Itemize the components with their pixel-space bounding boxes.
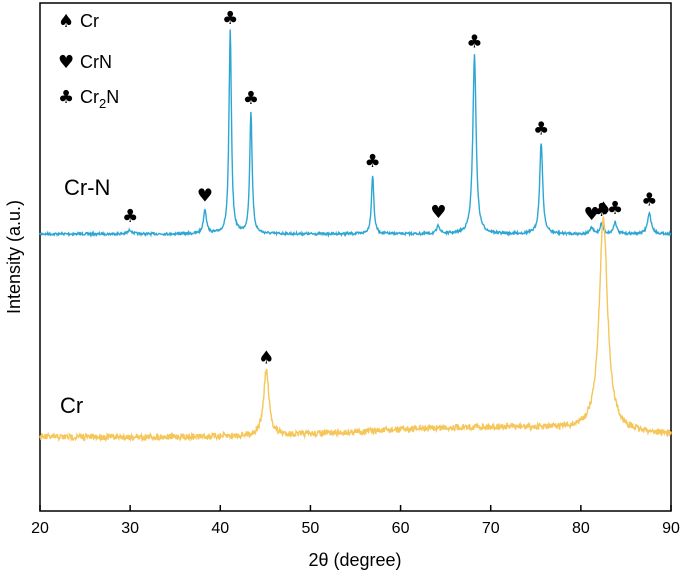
peak-marker-icon: ♣ <box>243 88 259 109</box>
peak-marker-icon: ♣ <box>466 31 482 52</box>
legend-label-cr2n-base: Cr <box>80 87 99 107</box>
legend-spade-icon: ♠ <box>58 11 74 32</box>
peak-marker-icon: ♥ <box>584 204 600 225</box>
peak-marker-icon: ♣ <box>122 206 138 227</box>
peak-marker-icon: ♣ <box>222 8 238 29</box>
series-line-1 <box>39 216 672 443</box>
x-axis-label: 2θ (degree) <box>308 550 401 570</box>
peak-marker-icon: ♣ <box>641 190 657 211</box>
x-tick-label: 40 <box>211 520 229 537</box>
x-tick-label: 50 <box>302 520 320 537</box>
series-label-cr-n: Cr-N <box>64 175 110 200</box>
peak-marker-icon: ♠ <box>258 347 274 368</box>
legend-label-cr2n-suffix: N <box>106 87 119 107</box>
peak-marker-icon: ♣ <box>533 119 549 140</box>
x-tick-label: 90 <box>662 520 680 537</box>
legend-label-cr2n: Cr2N <box>80 87 119 111</box>
peak-marker-icon: ♣ <box>365 151 381 172</box>
peak-marker-icon: ♠ <box>595 198 611 219</box>
x-tick-label: 20 <box>31 520 49 537</box>
legend-label-cr: Cr <box>80 11 99 31</box>
plot-frame <box>39 2 672 512</box>
legend-heart-icon: ♥ <box>58 52 74 73</box>
legend: ♠ Cr ♥ CrN ♣ Cr2N <box>58 11 119 111</box>
series-label-cr: Cr <box>60 393 83 418</box>
peak-marker-icon: ♥ <box>430 202 446 223</box>
peak-markers: ♣♥♣♣♣♥♣♣♥♣♣ ♣♠♠ <box>122 8 657 368</box>
x-axis-ticks: 20 30 40 50 60 70 80 90 <box>31 505 680 537</box>
peak-marker-icon: ♣ <box>594 200 610 221</box>
x-tick-label: 70 <box>482 520 500 537</box>
peak-marker-icon: ♣ <box>607 198 623 219</box>
curves-layer <box>39 29 672 443</box>
legend-label-cr2n-sub: 2 <box>99 96 106 111</box>
x-tick-label: 60 <box>392 520 410 537</box>
peak-marker-icon: ♥ <box>197 186 213 207</box>
y-axis-label: Intensity (a.u.) <box>4 200 24 314</box>
x-tick-label: 30 <box>121 520 139 537</box>
legend-label-crn: CrN <box>80 52 112 72</box>
series-line-0 <box>39 29 672 238</box>
x-tick-label: 80 <box>572 520 590 537</box>
legend-club-icon: ♣ <box>58 87 74 108</box>
